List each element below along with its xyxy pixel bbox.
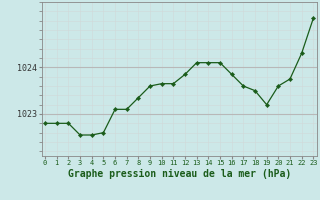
- X-axis label: Graphe pression niveau de la mer (hPa): Graphe pression niveau de la mer (hPa): [68, 169, 291, 179]
